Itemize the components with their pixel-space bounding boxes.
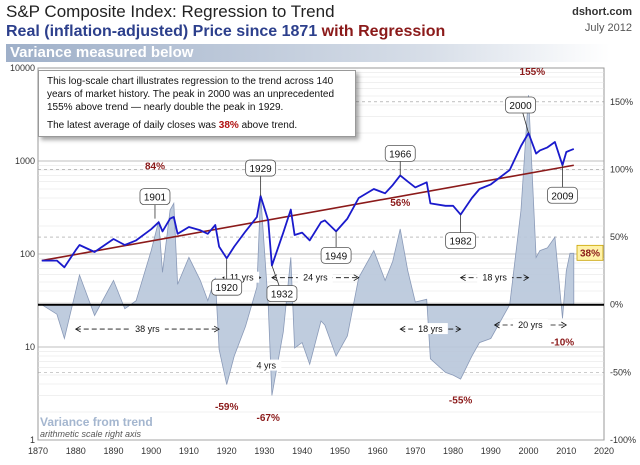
callout-year-label: 1966: [389, 149, 412, 160]
callout-year-label: 1982: [449, 237, 472, 248]
period-span-label-bg: [297, 271, 333, 283]
period-span-label-bg: [477, 271, 512, 283]
x-tick-label: 1870: [28, 446, 48, 456]
callout-box: [266, 285, 298, 303]
chart-subtitle: Real (inflation-adjusted) Price since 18…: [6, 23, 445, 41]
chart-subtitle-banner: Variance measured below: [6, 44, 610, 62]
x-tick-label: 1950: [330, 446, 350, 456]
y-right-tick-label: -100%: [610, 435, 636, 445]
y-left-tick-label: 1: [30, 435, 35, 445]
variance-peak-label: -67%: [256, 413, 279, 424]
period-span-arrow: [353, 274, 360, 282]
callout-box: [505, 96, 536, 114]
x-tick-label: 1890: [103, 446, 123, 456]
x-tick-label: 1880: [66, 446, 86, 456]
source-label: dshort.com: [572, 6, 632, 18]
y-left-tick-label: 1000: [15, 156, 35, 166]
period-span-label-bg: [251, 359, 282, 371]
period-span-arrow: [74, 325, 81, 333]
period-span-arrow: [399, 325, 406, 333]
callout-year-label: 2009: [551, 191, 574, 202]
y-left-tick-label: 10: [25, 342, 35, 352]
x-tick-label: 1940: [292, 446, 312, 456]
variance-legend: Variance from trend arithmetic scale rig…: [40, 415, 153, 439]
variance-area: [40, 95, 575, 396]
date-label: July 2012: [584, 22, 632, 34]
x-tick-label: 1960: [368, 446, 388, 456]
callout-box: [445, 232, 477, 250]
annotation-text-2: The latest average of daily closes was 3…: [47, 119, 347, 132]
period-span-arrow: [561, 321, 568, 329]
x-tick-label: 1920: [217, 446, 237, 456]
latest-value-badge: [576, 244, 604, 261]
period-span-label: 20 yrs: [518, 320, 543, 330]
variance-peak-label: 56%: [390, 198, 410, 209]
variance-peak-label: -59%: [215, 402, 238, 413]
callout-box: [320, 246, 352, 264]
x-tick-label: 2020: [594, 446, 614, 456]
callout-year-label: 1920: [216, 283, 239, 294]
callout-year-label: 1901: [144, 193, 167, 204]
variance-peak-label: 84%: [145, 161, 165, 172]
annotation-text-2-after: above trend.: [241, 120, 298, 131]
chart-title: S&P Composite Index: Regression to Trend: [6, 2, 335, 21]
period-span-arrow: [523, 274, 530, 282]
x-tick-label: 1910: [179, 446, 199, 456]
callout-box: [139, 188, 171, 206]
y-right-tick-label: -50%: [610, 367, 631, 377]
period-span-label-bg: [413, 323, 448, 335]
subtitle-regression: with Regression: [321, 23, 446, 40]
x-tick-label: 1980: [443, 446, 463, 456]
period-span-label: 18 yrs: [418, 324, 443, 334]
latest-value-label: 38%: [580, 248, 600, 259]
period-span-label: 11 yrs: [230, 273, 254, 283]
variance-peak-label: -10%: [551, 337, 574, 348]
period-span-arrow: [455, 325, 462, 333]
y-right-tick-label: 150%: [610, 97, 633, 107]
x-tick-label: 1990: [481, 446, 501, 456]
annotation-highlight: 38%: [218, 120, 239, 131]
y-left-tick-label: 100: [20, 249, 35, 259]
period-span-label: 24 yrs: [303, 273, 328, 283]
price-line: [41, 132, 575, 269]
variance-title: Variance from trend: [40, 415, 153, 429]
x-tick-label: 1930: [254, 446, 274, 456]
period-span-label: 4 yrs: [257, 361, 277, 371]
y-left-tick-label: 10000: [10, 63, 35, 73]
x-tick-label: 2000: [519, 446, 539, 456]
variance-peak-label: 155%: [520, 67, 546, 78]
x-tick-label: 1970: [405, 446, 425, 456]
period-span-arrow: [213, 325, 220, 333]
x-tick-label: 1900: [141, 446, 161, 456]
period-span-arrow: [493, 321, 500, 329]
callout-year-label: 2000: [509, 101, 532, 112]
regression-trend-line: [41, 164, 574, 262]
callout-box: [547, 186, 578, 204]
variance-subtitle: arithmetic scale right axis: [40, 429, 142, 439]
period-span-label-bg: [513, 319, 548, 331]
callout-year-label: 1929: [250, 164, 273, 175]
annotation-text-1: This log-scale chart illustrates regress…: [47, 76, 335, 113]
subtitle-main: Real (inflation-adjusted) Price since 18…: [6, 23, 318, 40]
period-span-label: 38 yrs: [135, 324, 160, 334]
y-right-tick-label: 100%: [610, 164, 633, 174]
period-span-label: 18 yrs: [482, 273, 507, 283]
callout-box: [211, 278, 243, 296]
callout-box: [384, 145, 416, 162]
y-right-tick-label: 0%: [610, 300, 623, 310]
callout-year-label: 1949: [325, 251, 348, 262]
callout-box: [245, 159, 277, 177]
annotation-box: This log-scale chart illustrates regress…: [38, 70, 356, 137]
annotation-text-2-before: The latest average of daily closes was: [47, 120, 216, 131]
callout-year-label: 1932: [271, 290, 294, 301]
x-tick-label: 2010: [556, 446, 576, 456]
period-span-arrow: [459, 274, 466, 282]
variance-peak-label: -55%: [449, 395, 472, 406]
period-span-label-bg: [224, 271, 260, 283]
y-right-tick-label: 50%: [610, 232, 628, 242]
period-span-label-bg: [130, 323, 165, 335]
